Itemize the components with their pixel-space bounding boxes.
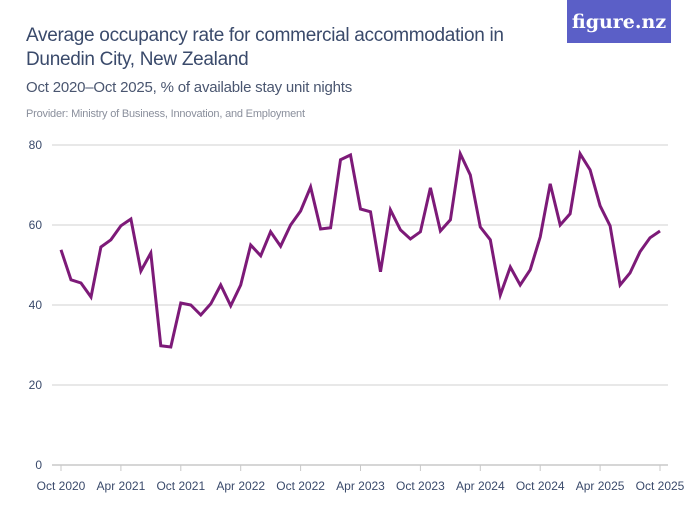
x-tick-label: Apr 2022 — [216, 479, 265, 493]
x-tick-label: Apr 2025 — [576, 479, 625, 493]
provider-text: Provider: Ministry of Business, Innovati… — [26, 108, 305, 120]
y-tick-label: 40 — [29, 298, 43, 312]
occupancy-series-line — [59, 148, 661, 349]
x-tick-label: Oct 2024 — [516, 479, 565, 493]
x-tick-label: Oct 2023 — [396, 479, 445, 493]
x-tick-label: Oct 2022 — [276, 479, 325, 493]
x-tick-label: Oct 2020 — [37, 479, 86, 493]
x-tick-label: Apr 2023 — [336, 479, 385, 493]
x-tick-label: Apr 2021 — [97, 479, 146, 493]
chart-title: Average occupancy rate for commercial ac… — [26, 25, 504, 70]
chart-subtitle: Oct 2020–Oct 2025, % of available stay u… — [26, 79, 353, 96]
x-tick-label: Oct 2021 — [156, 479, 205, 493]
y-tick-label: 0 — [35, 458, 42, 472]
x-tick-label: Oct 2025 — [636, 479, 685, 493]
y-tick-label: 80 — [29, 138, 43, 152]
y-tick-label: 20 — [29, 378, 43, 392]
figure-nz-logo[interactable]: figure.nz — [567, 0, 671, 43]
x-tick-label: Apr 2024 — [456, 479, 505, 493]
y-tick-label: 60 — [29, 218, 43, 232]
